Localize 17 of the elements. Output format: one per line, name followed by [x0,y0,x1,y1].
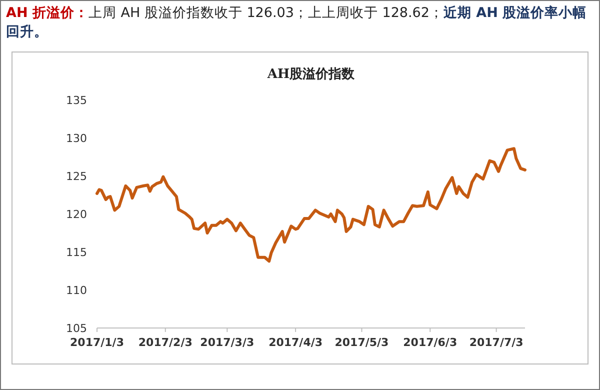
x-tick-label: 2017/3/3 [200,336,254,349]
x-tick-label: 2017/5/3 [334,336,389,349]
y-tick-label: 130 [66,132,87,145]
y-tick-label: 115 [66,246,87,259]
x-tick-label: 2017/1/3 [70,336,124,349]
y-tick-label: 125 [66,170,87,183]
x-tick-label: 2017/4/3 [268,336,323,349]
chart-title: AH股溢价指数 [266,67,356,82]
line-series [96,147,526,263]
x-tick-label: 2017/7/3 [469,336,524,349]
y-tick-label: 120 [66,208,87,221]
annotation: AH 折溢价：上周 AH 股溢价指数收于 126.03；上上周收于 128.62；近期 AH 股溢价率小幅回升。 [6,4,588,42]
y-tick-label: 105 [66,322,87,335]
y-tick-label: 135 [66,94,87,107]
x-tick-label: 2017/6/3 [403,336,458,349]
x-tick-label: 2017/2/3 [138,336,192,349]
y-tick-label: 110 [66,284,87,297]
